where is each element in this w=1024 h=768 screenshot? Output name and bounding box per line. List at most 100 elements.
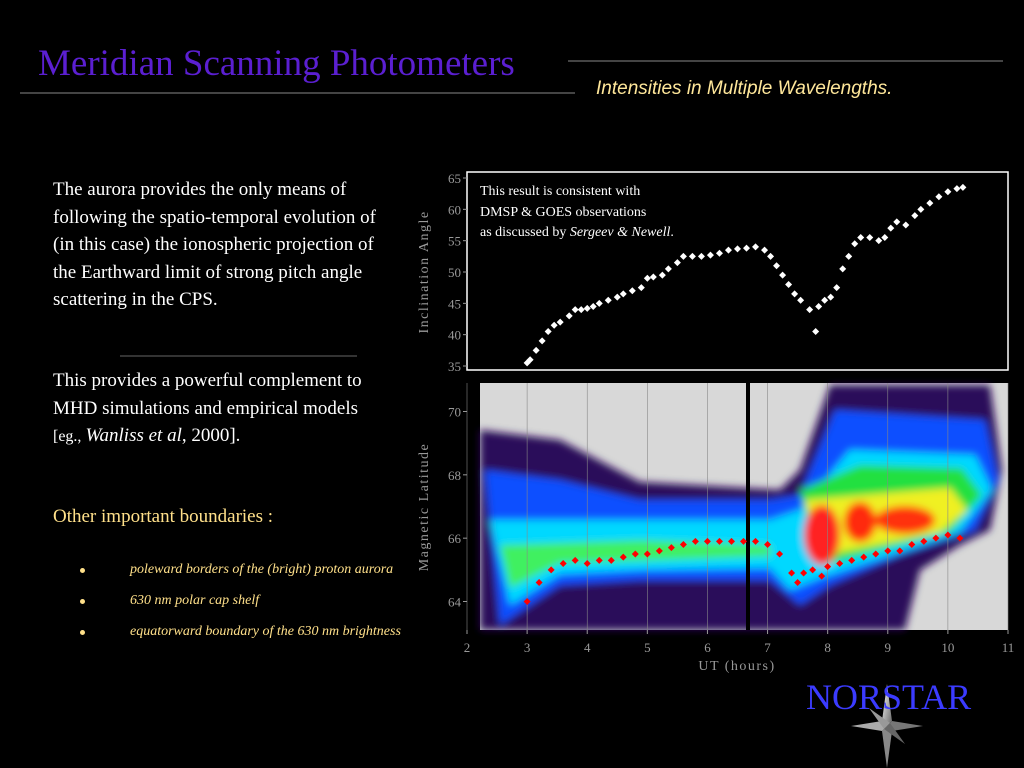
point [920, 537, 928, 545]
point [619, 553, 627, 561]
x-tick-label: 2 [464, 640, 471, 655]
x-tick-label: 11 [1002, 640, 1015, 655]
point [538, 337, 546, 345]
point [848, 556, 856, 564]
subtitle: Intensities in Multiple Wavelengths. [596, 78, 893, 99]
y-tick-label: 68 [448, 468, 461, 483]
point [935, 193, 943, 201]
point [851, 240, 859, 248]
point [896, 547, 904, 555]
point [691, 537, 699, 545]
point [752, 537, 760, 545]
heading: Other important boundaries : [53, 506, 274, 527]
point [773, 262, 781, 270]
point [743, 244, 751, 252]
point [577, 306, 585, 314]
point [917, 205, 925, 213]
bullet-dot [80, 630, 85, 635]
point [911, 212, 919, 220]
point [544, 328, 552, 336]
point [866, 234, 874, 242]
bullet-text: equatorward boundary of the 630 nm brigh… [130, 624, 401, 639]
point [556, 318, 564, 326]
point [806, 306, 814, 314]
point [821, 296, 829, 304]
point [812, 328, 820, 336]
point [679, 541, 687, 548]
point [595, 299, 603, 307]
point [827, 293, 835, 301]
point [734, 245, 741, 253]
bullet: poleward borders of the (bright) proton … [80, 560, 405, 580]
point [944, 188, 952, 196]
point [926, 199, 934, 207]
point [658, 271, 666, 279]
y-tick-label: 60 [448, 202, 461, 217]
top-plot-frame [466, 171, 1009, 371]
point [764, 541, 772, 548]
point [703, 537, 711, 545]
title: Meridian Scanning Photometers [38, 43, 515, 84]
point [628, 287, 636, 295]
point [604, 296, 612, 304]
point [956, 534, 964, 542]
point [655, 547, 663, 555]
y-tick-label: 64 [448, 595, 462, 610]
y-tick-label: 66 [448, 531, 462, 546]
point [619, 290, 627, 298]
point [902, 221, 910, 229]
point [815, 302, 823, 310]
bullet: equatorward boundary of the 630 nm brigh… [80, 622, 405, 642]
point [523, 598, 531, 605]
point [875, 237, 883, 245]
point [860, 553, 868, 561]
point [797, 296, 805, 304]
point [583, 560, 591, 567]
point [535, 579, 543, 586]
y-tick-label: 55 [448, 234, 461, 249]
point [791, 290, 799, 298]
point [547, 566, 555, 574]
point [607, 556, 615, 564]
point [715, 537, 723, 545]
point [932, 534, 940, 542]
point [839, 265, 847, 273]
x-tick-label: 4 [584, 640, 591, 655]
point [836, 560, 844, 567]
point [565, 312, 573, 320]
point [824, 563, 832, 571]
logo: NORSTAR [806, 677, 972, 717]
text: , 2000]. [181, 425, 241, 446]
point [643, 274, 651, 282]
point [706, 251, 714, 259]
bullet-text: poleward borders of the (bright) proton … [130, 562, 394, 577]
point [724, 246, 732, 254]
point [881, 234, 889, 242]
point [818, 572, 826, 580]
point [776, 550, 784, 558]
y-tick-label: 70 [448, 405, 461, 420]
y-tick-label: 40 [448, 328, 461, 343]
point [944, 531, 952, 539]
annotation: Sergeev & Newell [570, 225, 671, 240]
annotation: as discussed by Sergeev & Newell. [480, 225, 674, 240]
point [727, 537, 735, 545]
point [571, 556, 579, 564]
point [785, 281, 793, 289]
x-tick-label: 7 [764, 640, 771, 655]
point [688, 252, 696, 260]
text: Wanliss et al [85, 425, 182, 446]
point [845, 252, 853, 260]
logo-star [851, 684, 923, 768]
point [809, 566, 817, 574]
point [872, 550, 880, 558]
point [595, 556, 603, 564]
bullet-text: 630 nm polar cap shelf [130, 593, 260, 608]
annotation: This result is consistent with [480, 184, 640, 199]
y-axis-label: Inclination Angle [417, 210, 432, 333]
y-tick-label: 65 [448, 171, 461, 186]
x-tick-label: 3 [524, 640, 531, 655]
point [887, 224, 895, 232]
y-tick-label: 50 [448, 265, 461, 280]
